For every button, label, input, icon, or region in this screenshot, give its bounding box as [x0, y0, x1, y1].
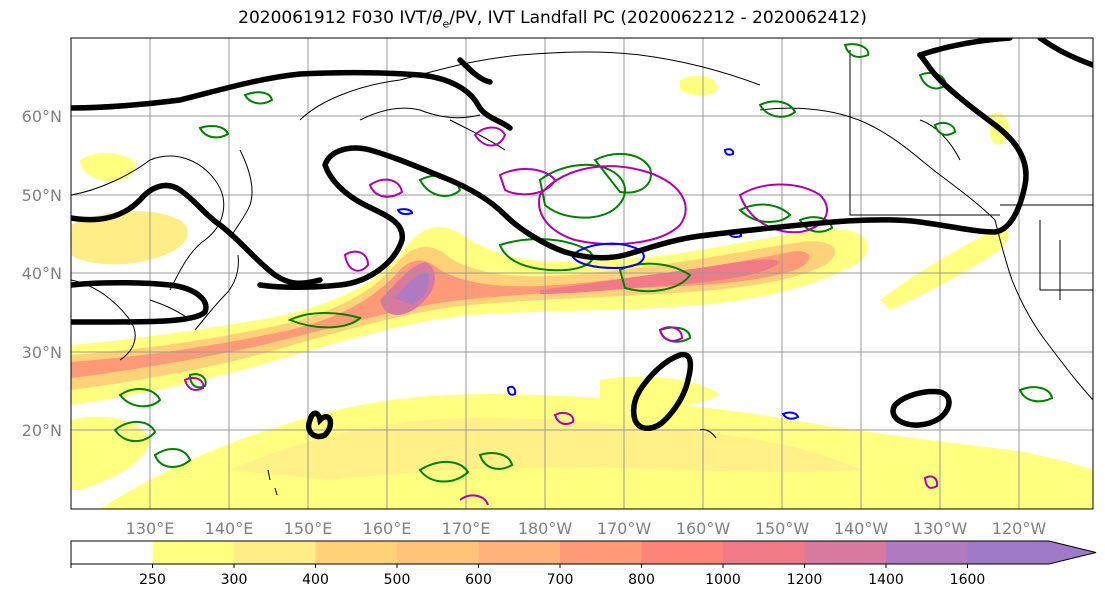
lat-tick-label: 30°N	[22, 343, 62, 362]
colorbar-tick-label: 1600	[950, 572, 986, 588]
lon-tick-label: 120°W	[992, 519, 1047, 538]
lat-tick-label: 50°N	[22, 186, 62, 205]
lon-tick-label: 150°E	[284, 519, 333, 538]
lon-tick-label: 140°E	[205, 519, 254, 538]
colorbar-segment	[397, 541, 479, 564]
chart-title: 2020061912 F030 IVT/θe/PV, IVT Landfall …	[238, 8, 867, 31]
colorbar-segment	[886, 541, 968, 564]
lat-tick-label: 60°N	[22, 107, 62, 126]
colorbar-tick-label: 300	[221, 572, 248, 588]
colorbar-segment	[152, 541, 235, 564]
colorbar-extend-arrow	[967, 541, 1096, 564]
colorbar-tick-label: 800	[628, 572, 655, 588]
colorbar-segment	[315, 541, 398, 564]
colorbar-segment	[234, 541, 316, 564]
colorbar-segment	[804, 541, 887, 564]
lon-tick-label: 160°E	[363, 519, 412, 538]
lon-tick-label: 130°E	[126, 519, 175, 538]
colorbar-outline	[70, 540, 1097, 565]
theta-e-contours	[183, 126, 939, 506]
lon-tick-label: 180°W	[518, 519, 573, 538]
lon-tick-label: 170°E	[442, 519, 491, 538]
colorbar-tick-label: 600	[465, 572, 492, 588]
colorbar: 250 300 400 500 600 700 800 1000 1200 1400 1600	[70, 540, 1097, 588]
lat-tick-label: 20°N	[22, 421, 62, 440]
colorbar-segment	[641, 541, 724, 564]
colorbar-tick-label: 700	[547, 572, 574, 588]
colorbar-tick-label: 250	[139, 572, 166, 588]
colorbar-tick-label: 500	[384, 572, 411, 588]
lon-tick-label: 150°W	[755, 519, 810, 538]
lon-tick-label: 130°W	[913, 519, 968, 538]
lon-tick-label: 140°W	[834, 519, 889, 538]
colorbar-segment	[478, 541, 561, 564]
map-frame	[70, 37, 1094, 510]
map-area	[71, 38, 1093, 509]
colorbar-tick-label: 1400	[868, 572, 904, 588]
lon-tick-label: 160°W	[676, 519, 731, 538]
lon-tick-label: 170°W	[597, 519, 652, 538]
colorbar-tick-label: 400	[302, 572, 329, 588]
colorbar-segment	[560, 541, 642, 564]
colorbar-tick-label: 1000	[705, 572, 741, 588]
longitude-tick-labels: 130°E 140°E 150°E 160°E 170°E 180°W 170°…	[126, 519, 1047, 538]
graticule	[71, 38, 1093, 509]
ivt-landfall-contours	[71, 38, 1093, 440]
cold-contours	[396, 148, 800, 420]
lat-tick-label: 40°N	[22, 264, 62, 283]
colorbar-segment	[723, 541, 805, 564]
colorbar-tick-label: 1200	[787, 572, 823, 588]
latitude-tick-labels: 60°N 50°N 40°N 30°N 20°N	[22, 107, 62, 440]
colorbar-segment	[71, 541, 153, 564]
